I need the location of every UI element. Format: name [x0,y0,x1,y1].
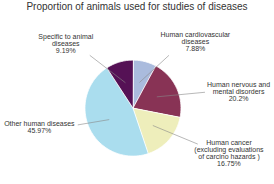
svg-text:Human cancer(excluding evaluat: Human cancer(excluding evaluationsof car… [194,139,264,167]
svg-text:Specific to animaldiseases9.19: Specific to animaldiseases9.19% [38,33,93,54]
svg-text:Other human diseases45.97%: Other human diseases45.97% [4,120,75,134]
html-text:Proportion of animals used for: Proportion of animals used for studies o… [26,1,248,12]
svg-text:Human cardiovasculardiseases7.: Human cardiovasculardiseases7.88% [161,31,231,52]
svg-text:Human nervous andmental disord: Human nervous andmental disorders20.2% [207,81,270,102]
